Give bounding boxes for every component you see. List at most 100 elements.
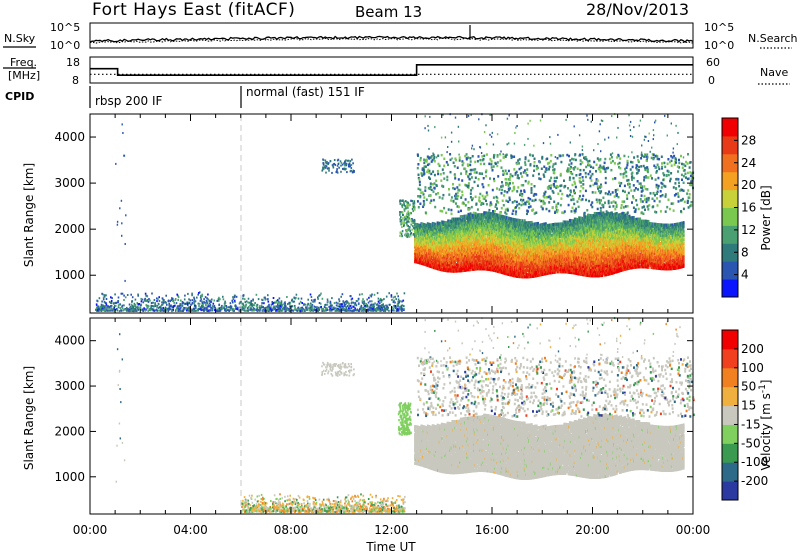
power-cell-320 [119,310,121,312]
power-cell-909 [335,307,337,309]
power-cell-1302 [141,300,143,302]
power-cell-105 [368,297,370,299]
freq-panel: Freq. [MHz] 18 8 60 0 Nave [3,56,790,87]
power-cell-811 [214,305,216,307]
power-cell-848 [389,304,391,306]
power-cell-765 [208,304,210,306]
noise-left-tick-bottom: 10^0 [50,39,80,52]
power-cell-1205 [187,303,189,305]
power-cell-883 [118,304,120,306]
power-cell-1097 [175,310,177,312]
power-cell-412 [331,297,333,299]
power-cell-213 [347,305,349,307]
power-cell-1009 [330,307,332,309]
power-cell-1046 [188,298,190,300]
power-cell-1036 [397,301,399,303]
power-cell-1115 [200,295,202,297]
power-cell-1326 [97,309,99,311]
power-cell-1064 [264,299,266,301]
power-cell-1295 [161,301,163,303]
power-cell-774 [311,299,313,301]
power-cell-1125 [262,306,264,308]
power-cell-1305 [281,300,283,302]
power-cell-1395 [167,308,169,310]
power-cell-244 [109,301,111,303]
power-cell-1389 [336,304,338,306]
power-cell-837 [346,301,348,303]
power-cell-208 [327,299,329,301]
power-cell-1050 [314,306,316,308]
power-cell-884 [201,294,203,296]
power-cell-1162 [373,310,375,312]
power-cell-1275 [270,308,272,310]
power-cell-1039 [318,295,320,297]
power-cell-1309 [224,309,226,311]
power-cell-1341 [184,303,186,305]
cpid-mode-1: rbsp 200 IF [95,94,162,108]
power-cell-421 [165,302,167,304]
power-cell-1313 [259,308,261,310]
power-cell-1278 [397,306,399,308]
power-cell-753 [222,307,224,309]
power-cell-777 [157,298,159,300]
power-cell-1371 [215,307,217,309]
power-cell-830 [404,292,406,294]
noise-panel: N.Sky 10^5 10^0 10^5 10^0 N.Search [3,21,798,52]
power-cell-1004 [301,298,303,300]
power-cell-715 [330,301,332,303]
power-cell-863 [339,300,341,302]
power-cell-976 [137,310,139,312]
power-cell-1140 [261,299,263,301]
power-cell-1293 [378,298,380,300]
power-cell-1107 [174,305,176,307]
power-cell-1319 [153,308,155,310]
power-cell-71 [301,302,303,304]
power-cell-710 [130,294,132,296]
power-cell-1296 [289,310,291,312]
power-cell-1183 [342,293,344,295]
power-cell-1257 [279,310,281,312]
power-cell-1045 [118,297,120,299]
power-cell-1101 [402,304,404,306]
freq-tick-top: 18 [66,56,80,69]
power-heatmap [95,113,694,312]
power-cell-945 [374,294,376,296]
power-cell-737 [350,295,352,297]
power-cell-429 [330,305,332,307]
power-cell-816 [257,310,259,312]
power-cell-403 [156,306,158,308]
power-cell-1351 [179,310,181,312]
power-cell-1143 [344,305,346,307]
power-cell-1016 [292,299,294,301]
power-cell-1240 [313,299,315,301]
power-cell-1334 [399,300,401,302]
power-cell-977 [202,305,204,307]
power-cell-1274 [367,309,369,311]
station-title: Fort Hays East (fitACF) [92,0,295,20]
power-cell-674 [277,310,279,312]
power-cell-1018 [216,300,218,302]
power-cell-1287 [274,302,276,304]
power-cell-1392 [160,308,162,310]
power-cell-1108 [172,309,174,311]
nave-label: Nave [760,66,788,79]
power-cell-1259 [403,300,405,302]
power-cell-931 [109,306,111,308]
power-cell-1375 [379,302,381,304]
power-cell-897 [362,298,364,300]
power-cell-856 [387,307,389,309]
power-cell-1075 [386,296,388,298]
power-cell-640 [339,303,341,305]
power-cell-1128 [370,309,372,311]
power-cell-1289 [173,302,175,304]
power-cell-1344 [348,303,350,305]
power-cell-1147 [245,301,247,303]
power-cell-504 [354,307,356,309]
power-cell-1195 [342,309,344,311]
power-cell-859 [262,310,264,312]
power-cell-1094 [144,310,146,312]
power-cell-783 [159,300,161,302]
power-cell-415 [311,306,313,308]
freq-unit-label: [MHz] [8,69,40,82]
power-cell-1270 [135,304,137,306]
